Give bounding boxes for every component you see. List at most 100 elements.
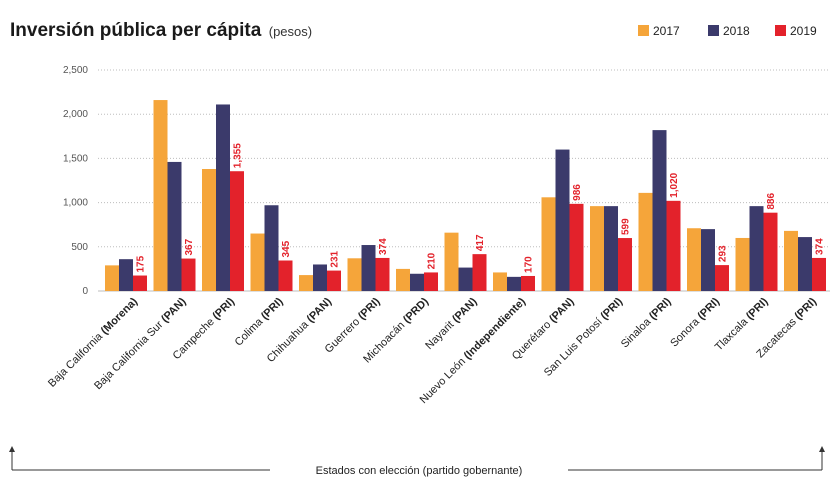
x-tick-state: Tlaxcala: [713, 314, 753, 354]
bar-2017: [396, 268, 410, 291]
bar-2018: [507, 276, 521, 291]
x-tick-party: (PAN): [305, 295, 335, 325]
bar-2019: [181, 258, 196, 291]
x-tick-label: Sonora (PRI): [668, 295, 722, 349]
x-tick-label: San Luis Potosí (PRI): [542, 295, 626, 379]
chart-title-unit: (pesos): [269, 24, 312, 39]
value-label-2019: 374: [815, 238, 826, 255]
bar-2017: [784, 230, 798, 291]
bar-2018: [264, 205, 279, 291]
y-tick-label: 2,500: [63, 65, 88, 76]
bar-2017: [638, 192, 653, 291]
value-label-2019: 599: [621, 218, 632, 235]
bar-2017: [444, 232, 459, 291]
x-tick-label: Colima (PRI): [233, 295, 286, 348]
legend-swatch-2018: [708, 25, 719, 36]
legend-label-2018: 2018: [723, 24, 750, 38]
bar-2017: [299, 275, 313, 291]
bar-2017: [105, 265, 119, 291]
y-tick-label: 0: [82, 286, 88, 297]
y-tick-label: 1,000: [63, 198, 88, 209]
x-tick-party: (PRI): [647, 295, 674, 322]
bar-2019: [812, 257, 826, 291]
bar-2018: [701, 229, 715, 291]
chart-title-main: Inversión pública per cápita: [10, 20, 262, 41]
x-tick-party: (PAN): [547, 295, 577, 325]
bar-2017: [590, 206, 604, 291]
x-tick-state: Sinaloa: [619, 314, 656, 351]
value-label-2019: 210: [427, 252, 438, 269]
bar-2017: [493, 272, 507, 291]
y-axis-ticks: 0 500 1,000 1,500 2,000 2,500: [63, 65, 88, 297]
legend: 2017 2018 2019: [638, 24, 817, 38]
bar-2019: [230, 171, 244, 291]
x-tick-party: (PRI): [744, 295, 771, 322]
bar-2018: [313, 264, 327, 291]
bar-2017: [687, 228, 701, 291]
value-label-2019: 417: [475, 234, 486, 251]
x-tick-state: Colima: [233, 314, 268, 349]
x-tick-state: Zacatecas: [754, 314, 801, 361]
bar-2018: [604, 206, 618, 291]
value-label-2019: 1,020: [669, 172, 680, 197]
chart-title: Inversión pública per cápita (pesos): [10, 20, 312, 41]
x-tick-label: Sinaloa (PRI): [619, 295, 674, 350]
bar-2019: [375, 257, 390, 291]
x-tick-party: (PRI): [695, 295, 722, 322]
x-tick-state: Campeche: [171, 314, 219, 362]
x-tick-state: Chihuahua: [265, 317, 313, 365]
bar-2019: [278, 260, 293, 291]
bar-2019: [521, 275, 535, 291]
x-tick-party: (PRD): [401, 295, 431, 325]
bar-2019: [424, 272, 438, 291]
value-label-2019: 367: [184, 238, 195, 255]
bracket-right-arrow: [819, 446, 825, 452]
bar-2018: [410, 273, 424, 291]
value-label-2019: 345: [281, 240, 292, 257]
legend-label-2019: 2019: [790, 24, 817, 38]
x-tick-state: Guerrero: [323, 314, 365, 356]
bar-2018: [167, 161, 182, 291]
value-label-2019: 374: [378, 238, 389, 255]
bar-2019: [133, 275, 147, 291]
y-tick-label: 2,000: [63, 109, 88, 120]
bracket-left-arrow: [9, 446, 15, 452]
x-tick-party: (PRI): [210, 295, 237, 322]
value-label-2019: 886: [766, 193, 777, 210]
x-axis-bracket: Estados con elección (partido gobernante…: [9, 446, 825, 477]
x-tick-party: (PRI): [598, 295, 625, 322]
x-tick-state: Nayarit: [423, 317, 458, 352]
bar-2019: [472, 254, 487, 291]
x-axis-labels: Baja California (Morena)Baja California …: [46, 295, 819, 406]
bar-2019: [666, 200, 681, 291]
bar-2019: [618, 238, 632, 291]
y-tick-label: 500: [71, 242, 88, 253]
bar-2018: [361, 245, 376, 291]
value-label-2019: 231: [330, 250, 341, 267]
bar-2017: [153, 100, 168, 291]
value-labels: 175 367 1,355 345 231 374 210 417 170 986 599 1,020…: [136, 143, 826, 273]
bar-2017: [250, 233, 265, 291]
bar-2018: [555, 149, 570, 291]
x-tick-state: Querétaro: [510, 317, 556, 363]
bar-2019: [763, 212, 778, 291]
bar-2018: [458, 267, 473, 291]
bar-2017: [541, 197, 556, 291]
bar-2019: [327, 270, 341, 291]
x-tick-label: Baja California (Morena): [46, 295, 140, 389]
x-tick-party: (PRI): [792, 295, 819, 322]
value-label-2019: 293: [718, 245, 729, 262]
bar-2017: [735, 237, 750, 291]
legend-swatch-2017: [638, 25, 649, 36]
bar-2018: [652, 130, 667, 291]
bar-2019: [569, 203, 584, 291]
x-tick-state: Nuevo León: [418, 354, 471, 407]
legend-label-2017: 2017: [653, 24, 680, 38]
x-tick-label: Baja California Sur (PAN): [92, 295, 189, 392]
x-tick-party: (PRI): [356, 295, 383, 322]
x-tick-party: (PRI): [259, 295, 286, 322]
bar-2017: [347, 258, 362, 291]
bar-2018: [798, 237, 812, 291]
bar-2018: [749, 206, 764, 291]
